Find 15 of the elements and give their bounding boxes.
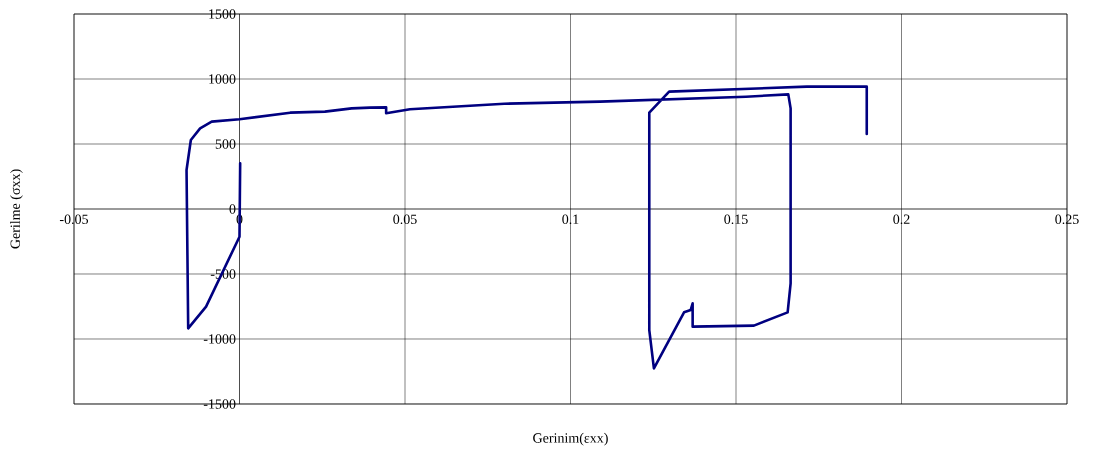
y-tick-label: 1500 [209,9,236,19]
x-tick-label: 0.25 [1055,214,1079,225]
x-axis-title: Gerinim(εxx) [533,432,608,446]
y-tick-label: 1000 [209,74,236,84]
x-tick-label: 0.1 [562,214,579,225]
y-axis-title: Gerilme (σxx) [10,169,23,249]
line-series [185,85,869,370]
x-tick-label: 0.2 [893,214,910,225]
y-tick-label: 500 [215,139,236,149]
x-tick-label: -0.05 [59,214,89,225]
x-tick-label: 0.05 [393,214,417,225]
y-tick-label: -1500 [203,399,236,409]
y-tick-label: -1000 [203,334,236,344]
x-tick-label: 0.15 [724,214,748,225]
y-tick-label: 0 [229,204,236,214]
